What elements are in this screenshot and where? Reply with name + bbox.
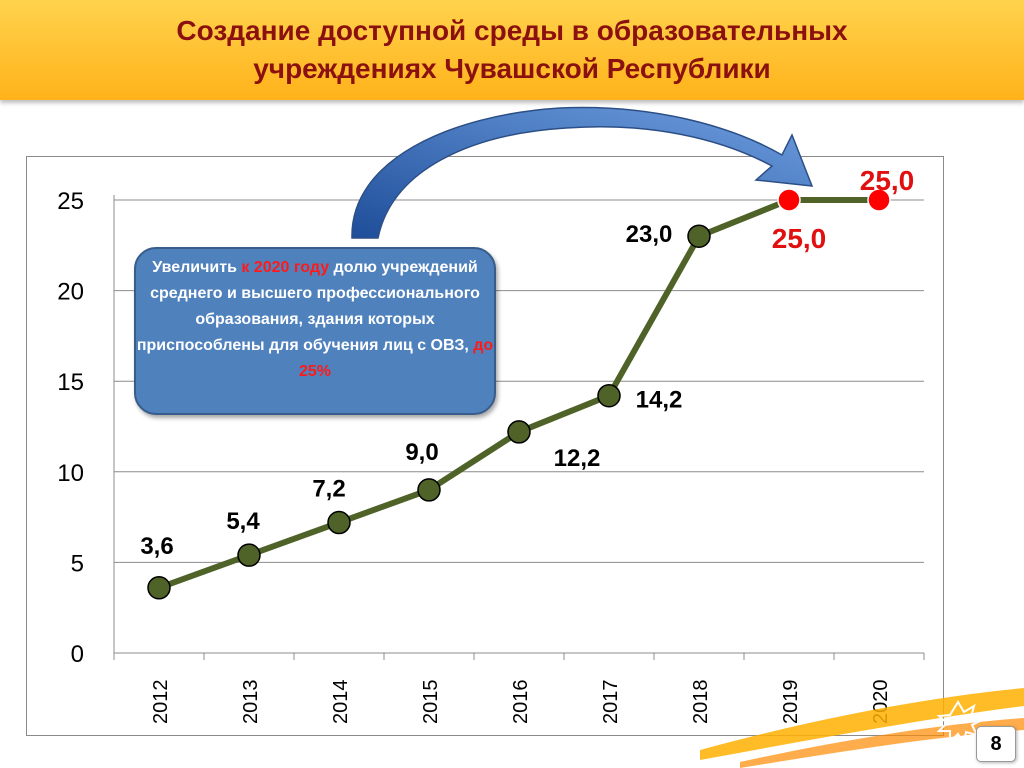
- data-label: 7,2: [312, 476, 345, 503]
- chart-axes: [113, 195, 925, 660]
- x-tick-label: 2014: [330, 680, 352, 725]
- callout-text-a: Увеличить: [152, 259, 242, 276]
- data-label: 5,4: [226, 508, 260, 535]
- y-tick-label: 25: [57, 188, 84, 215]
- data-point-marker: [417, 478, 441, 502]
- x-tick-label: 2018: [690, 680, 712, 725]
- x-tick-label: 2013: [240, 680, 262, 725]
- callout-text-target: до 25%: [298, 337, 494, 380]
- y-axis-tick-labels: 0 5 10 15 20 25: [57, 188, 84, 668]
- data-point-marker: [147, 576, 171, 600]
- data-label: 14,2: [636, 387, 683, 414]
- callout-text-c: долю учреждений среднего и высшего профе…: [136, 259, 480, 354]
- target-point-marker: [777, 188, 801, 212]
- callout-text-year: к 2020 году: [241, 259, 330, 276]
- y-tick-label: 10: [57, 460, 84, 487]
- data-point-marker: [237, 543, 261, 567]
- data-label: 9,0: [405, 439, 438, 466]
- data-point-marker: [597, 383, 621, 408]
- target-point-marker: [867, 188, 891, 212]
- y-tick-label: 5: [71, 550, 84, 577]
- data-label: 12,2: [554, 445, 601, 472]
- x-tick-label: 2015: [420, 680, 442, 725]
- decorative-swoosh: [700, 688, 1024, 768]
- slide-title: Создание доступной среды в образовательн…: [0, 12, 1024, 88]
- data-point-marker: [327, 510, 351, 535]
- x-tick-label: 2012: [150, 680, 172, 725]
- x-tick-label: 2017: [600, 680, 622, 725]
- series-markers: [147, 188, 891, 600]
- x-tick-label: 2016: [510, 680, 532, 725]
- title-line-2: учреждениях Чувашской Республики: [253, 53, 771, 84]
- data-label: 3,6: [140, 533, 173, 560]
- data-labels: 3,6 5,4 7,2 9,0 12,2 14,2 23,0 25,0 25,0: [140, 165, 914, 560]
- y-tick-label: 15: [57, 369, 84, 396]
- data-point-marker: [507, 420, 531, 444]
- title-line-1: Создание доступной среды в образовательн…: [176, 15, 848, 46]
- curved-arrow: [351, 106, 814, 239]
- x-tick-label: 2019: [780, 680, 802, 725]
- data-label: 23,0: [626, 221, 673, 248]
- y-tick-label: 0: [71, 641, 84, 668]
- goal-callout: Увеличить к 2020 году долю учреждений ср…: [134, 247, 496, 415]
- page-number: 8: [976, 726, 1016, 762]
- data-label: 25,0: [860, 165, 915, 196]
- slide-header: Создание доступной среды в образовательн…: [0, 0, 1024, 100]
- y-tick-label: 20: [57, 279, 84, 306]
- data-label: 25,0: [772, 223, 827, 254]
- data-point-marker: [687, 224, 711, 248]
